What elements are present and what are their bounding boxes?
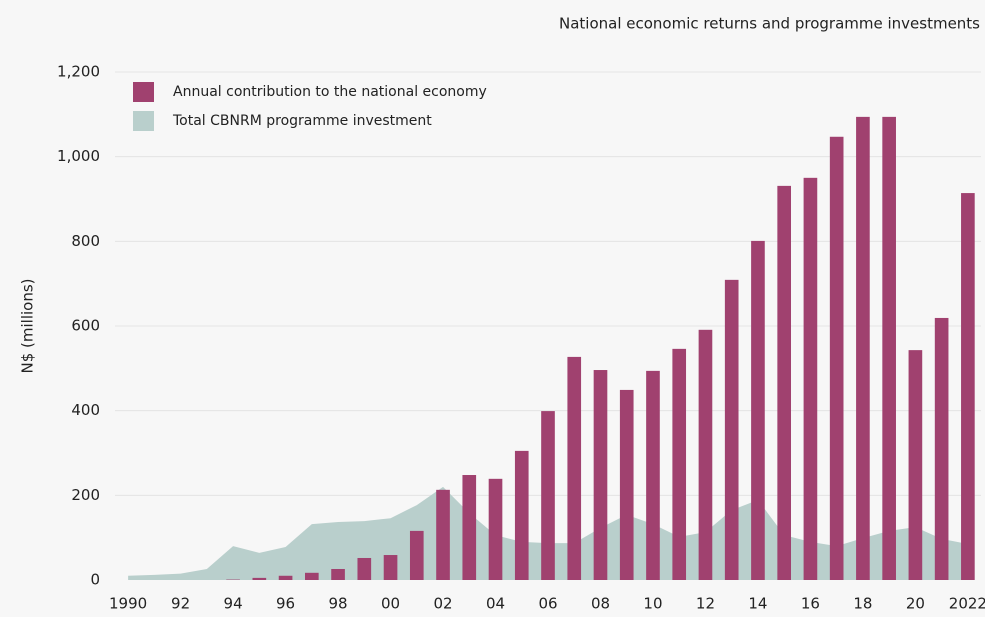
x-tick-label: 18 — [853, 595, 872, 613]
x-tick-label: 2022 — [949, 595, 985, 613]
bar — [751, 240, 765, 580]
x-tick-label: 06 — [538, 595, 557, 613]
bar — [304, 572, 319, 580]
legend-label: Annual contribution to the national econ… — [173, 84, 487, 100]
bar — [724, 279, 739, 580]
y-tick-label: 400 — [71, 401, 100, 419]
y-tick-label: 800 — [71, 232, 100, 250]
x-tick-label: 12 — [696, 595, 715, 613]
legend-swatch — [133, 111, 154, 131]
x-tick-label: 1990 — [109, 595, 147, 613]
x-tick-label: 08 — [591, 595, 610, 613]
bar — [908, 350, 923, 580]
x-tick-label: 02 — [433, 595, 452, 613]
x-tick-label: 92 — [171, 595, 190, 613]
bar — [278, 575, 293, 580]
y-tick-label: 1,200 — [57, 63, 100, 81]
bar — [803, 177, 818, 581]
x-tick-label: 14 — [748, 595, 767, 613]
chart-title: National economic returns and programme … — [559, 15, 980, 33]
x-tick-label: 20 — [906, 595, 925, 613]
bar — [409, 530, 424, 580]
bar — [357, 557, 372, 580]
y-axis-label: N$ (millions) — [19, 278, 37, 373]
bar — [882, 116, 896, 580]
x-tick-label: 96 — [276, 595, 295, 613]
x-tick-label: 94 — [224, 595, 243, 613]
bar — [856, 116, 870, 580]
bar — [698, 329, 713, 580]
bar — [514, 450, 529, 580]
bar — [777, 185, 792, 581]
bar — [488, 478, 503, 580]
legend-swatch — [133, 82, 154, 102]
y-tick-label: 0 — [90, 571, 100, 589]
y-tick-label: 1,000 — [57, 147, 100, 165]
x-tick-label: 16 — [801, 595, 820, 613]
y-tick-label: 200 — [71, 486, 100, 504]
bar — [436, 489, 450, 580]
bar — [619, 389, 634, 580]
legend-label: Total CBNRM programme investment — [172, 113, 432, 129]
bar — [462, 475, 477, 580]
bar — [541, 411, 555, 580]
x-tick-label: 04 — [486, 595, 505, 613]
x-tick-label: 10 — [643, 595, 662, 613]
bar — [646, 370, 660, 580]
bar — [829, 136, 844, 580]
y-tick-label: 600 — [71, 317, 100, 335]
bar — [934, 317, 949, 580]
bar — [672, 348, 687, 580]
x-tick-label: 00 — [381, 595, 400, 613]
x-tick-label: 98 — [329, 595, 348, 613]
bar — [567, 356, 582, 580]
bar — [383, 555, 398, 580]
bar — [252, 577, 267, 580]
bar — [331, 568, 345, 580]
bar — [593, 370, 608, 580]
bar — [961, 193, 975, 580]
